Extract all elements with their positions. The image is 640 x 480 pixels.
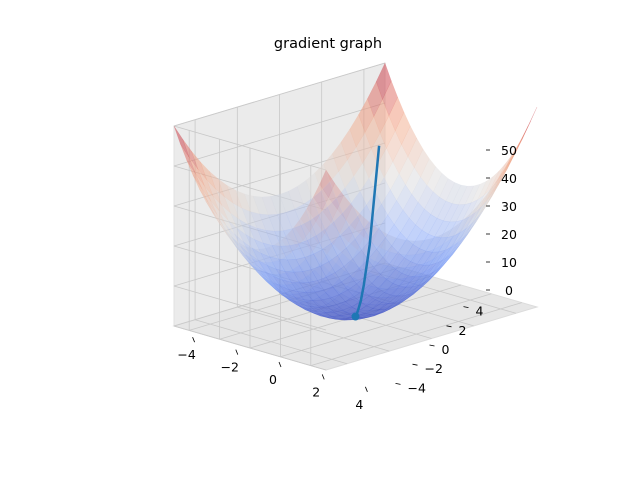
y-tick-label: 2 bbox=[459, 323, 467, 338]
x-tick-mark bbox=[192, 337, 195, 343]
z-tick-label: 40 bbox=[501, 171, 517, 186]
surface-patch bbox=[296, 180, 313, 205]
x-tick-label: −4 bbox=[177, 347, 195, 362]
gridline-z-left bbox=[173, 325, 327, 371]
y-tick-mark bbox=[395, 383, 401, 385]
surface-patch bbox=[226, 184, 243, 209]
gridline-z-left bbox=[173, 285, 327, 331]
surface-patch bbox=[279, 190, 295, 213]
surface-patch bbox=[200, 161, 216, 190]
gradient-path-marker bbox=[351, 312, 360, 321]
x-tick-mark bbox=[235, 349, 239, 355]
gridline-y-floor bbox=[310, 302, 522, 366]
y-tick-label: −2 bbox=[425, 361, 443, 376]
surface-patch bbox=[217, 178, 234, 204]
x-tick-label: −2 bbox=[221, 360, 239, 375]
gradient-path-line bbox=[354, 145, 381, 318]
z-tick-label: 10 bbox=[501, 255, 517, 270]
surface-patch bbox=[173, 125, 190, 158]
x-tick-label: 2 bbox=[312, 384, 320, 399]
z-tick-label: 0 bbox=[505, 283, 513, 298]
y-tick-mark bbox=[429, 344, 435, 347]
y-tick-label: 4 bbox=[476, 304, 484, 319]
surface-patch bbox=[323, 153, 339, 183]
z-tick-label: 30 bbox=[501, 199, 517, 214]
gridline-z-left bbox=[173, 125, 327, 171]
y-tick-label: 0 bbox=[442, 342, 450, 357]
z-tick-label: 20 bbox=[501, 227, 517, 242]
y-tick-mark bbox=[463, 306, 469, 308]
y-tick-mark bbox=[412, 363, 418, 366]
surface-patch bbox=[375, 62, 392, 100]
gridline-z-back bbox=[173, 102, 386, 167]
gradient-path bbox=[351, 145, 381, 321]
x-tick-label: 4 bbox=[355, 397, 363, 412]
x-tick-mark bbox=[365, 386, 368, 392]
surface-patch bbox=[208, 170, 225, 198]
chart-title: gradient graph bbox=[274, 36, 382, 52]
y-tick-label: −4 bbox=[408, 380, 426, 395]
surface-patch bbox=[182, 139, 199, 170]
x-tick-label: 0 bbox=[269, 372, 277, 387]
z-tick-label: 50 bbox=[501, 143, 517, 158]
surface-patch bbox=[314, 163, 331, 192]
gridline-y-floor bbox=[280, 293, 492, 358]
y-tick-mark bbox=[446, 325, 452, 328]
surface-patch bbox=[270, 194, 287, 215]
surface-plot bbox=[173, 62, 538, 321]
x-tick-mark bbox=[278, 361, 282, 368]
x-tick-mark bbox=[321, 374, 325, 380]
gridline-z-back bbox=[173, 62, 386, 127]
